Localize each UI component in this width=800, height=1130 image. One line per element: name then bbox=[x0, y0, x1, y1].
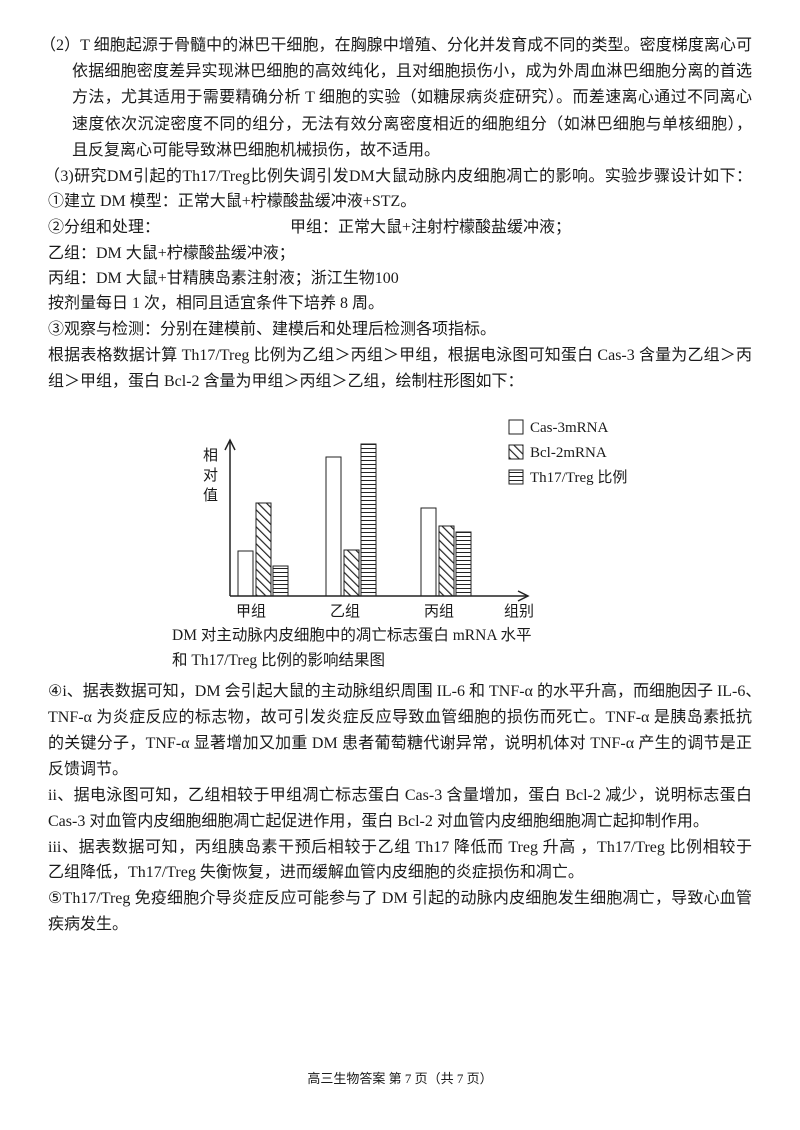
paragraph-line: 乙组：DM 大鼠+柠檬酸盐缓冲液； bbox=[48, 245, 295, 262]
y-axis-arrow bbox=[224, 438, 236, 451]
paragraph-line: 的关键分子，TNF-α 显著增加又加重 DM 患者葡萄糖代谢异常，说明机体对 T… bbox=[48, 735, 752, 752]
bar-1-2 bbox=[438, 525, 455, 597]
paragraph-line: 方法，尤其适用于需要精确分析 T 细胞的实验（如糖尿病炎症研究）。而差速离心通过… bbox=[72, 89, 752, 106]
x-axis-label: 组别 bbox=[504, 604, 535, 620]
paragraph-line: 组＞甲组，蛋白 Bcl-2 含量为甲组＞丙组＞乙组，绘制柱形图如下： bbox=[48, 373, 524, 390]
bar-2-2 bbox=[455, 531, 472, 597]
paragraph-line: 乙组降低，Th17/Treg 失衡恢复，进而缓解血管内皮细胞的炎症损伤和凋亡。 bbox=[48, 864, 584, 881]
paragraph-line: ⑤Th17/Treg 免疫细胞介导炎症反应可能参与了 DM 引起的动脉内皮细胞发… bbox=[48, 890, 752, 907]
x-tick-label: 丙组 bbox=[424, 604, 455, 620]
legend-swatch-0 bbox=[508, 419, 524, 435]
paragraph-line: iii、据表数据可知，丙组胰岛素干预后相较于乙组 Th17 降低而 Treg 升… bbox=[48, 839, 752, 856]
legend-swatch-2 bbox=[508, 469, 524, 485]
x-tick-label: 乙组 bbox=[330, 604, 361, 620]
paragraph-line: 反馈调节。 bbox=[48, 761, 129, 778]
bar-2-1 bbox=[360, 443, 377, 597]
bar-1-1 bbox=[343, 549, 360, 597]
legend-label-bcl2: Bcl-2mRNA bbox=[530, 445, 607, 461]
paragraph-line: 丙组：DM 大鼠+甘精胰岛素注射液；浙江生物100 bbox=[48, 270, 399, 287]
bar-0-0 bbox=[237, 550, 254, 597]
bar-chart bbox=[224, 419, 530, 602]
x-tick-label: 甲组 bbox=[236, 604, 267, 620]
paragraph-line: 按剂量每日 1 次，相同且适宜条件下培养 8 周。 bbox=[48, 295, 385, 312]
paragraph-line: ④i、据表数据可知，DM 会引起大鼠的主动脉组织周围 IL-6 和 TNF-α … bbox=[48, 683, 762, 700]
paragraph-line: 根据表格数据计算 Th17/Treg 比例为乙组＞丙组＞甲组，根据电泳图可知蛋白… bbox=[48, 347, 752, 364]
paragraph-line: ②分组和处理： bbox=[48, 219, 161, 236]
paragraph-line: （3)研究DM引起的Th17/Treg比例失调引发DM大鼠动脉内皮细胞凋亡的影响… bbox=[44, 168, 752, 185]
y-axis-label: 相对值 bbox=[203, 448, 219, 504]
x-axis-arrow bbox=[517, 590, 530, 602]
bar-0-1 bbox=[325, 456, 342, 597]
legend-swatch-1 bbox=[508, 444, 524, 460]
paragraph-line: 且反复离心可能导致淋巴细胞机械损伤，故不适用。 bbox=[72, 142, 441, 159]
bar-2-0 bbox=[272, 565, 289, 597]
legend-label-cas3: Cas-3mRNA bbox=[530, 420, 609, 436]
paragraph-line: Cas-3 对血管内皮细胞细胞凋亡起促进作用，蛋白 Bcl-2 对血管内皮细胞细… bbox=[48, 813, 709, 830]
chart-caption: DM 对主动脉内皮细胞中的凋亡标志蛋白 mRNA 水平 bbox=[172, 627, 532, 644]
paragraph-line: TNF-α 为炎症反应的标志物，故可引发炎症反应导致血管细胞的损伤而死亡。TNF… bbox=[48, 709, 752, 726]
bar-0-2 bbox=[420, 507, 437, 597]
bar-1-0 bbox=[255, 502, 272, 597]
chart-caption: 和 Th17/Treg 比例的影响结果图 bbox=[172, 652, 385, 669]
paragraph-line: ii、据电泳图可知，乙组相较于甲组凋亡标志蛋白 Cas-3 含量增加，蛋白 Bc… bbox=[48, 787, 752, 804]
legend-label-th17-treg: Th17/Treg 比例 bbox=[530, 470, 628, 486]
paragraph-line: ①建立 DM 模型：正常大鼠+柠檬酸盐缓冲液+STZ。 bbox=[48, 193, 417, 210]
paragraph-line: 疾病发生。 bbox=[48, 916, 129, 933]
paragraph-line: （2）T 细胞起源于骨髓中的淋巴干细胞，在胸腺中增殖、分化并发育成不同的类型。密… bbox=[40, 37, 752, 54]
page-footer: 高三生物答案 第 7 页（共 7 页） bbox=[307, 1071, 493, 1086]
paragraph-line: 依据细胞密度差异实现淋巴细胞的高效纯化，且对细胞损伤小，成为外周血淋巴细胞分离的… bbox=[72, 63, 752, 80]
group-a-treatment: 甲组：正常大鼠+注射柠檬酸盐缓冲液； bbox=[290, 219, 572, 236]
paragraph-line: 速度依次沉淀密度不同的组分，无法有效分离密度相近的细胞组分（如淋巴细胞与单核细胞… bbox=[72, 116, 752, 133]
paragraph-line: ③观察与检测：分别在建模前、建模后和处理后检测各项指标。 bbox=[48, 321, 497, 338]
